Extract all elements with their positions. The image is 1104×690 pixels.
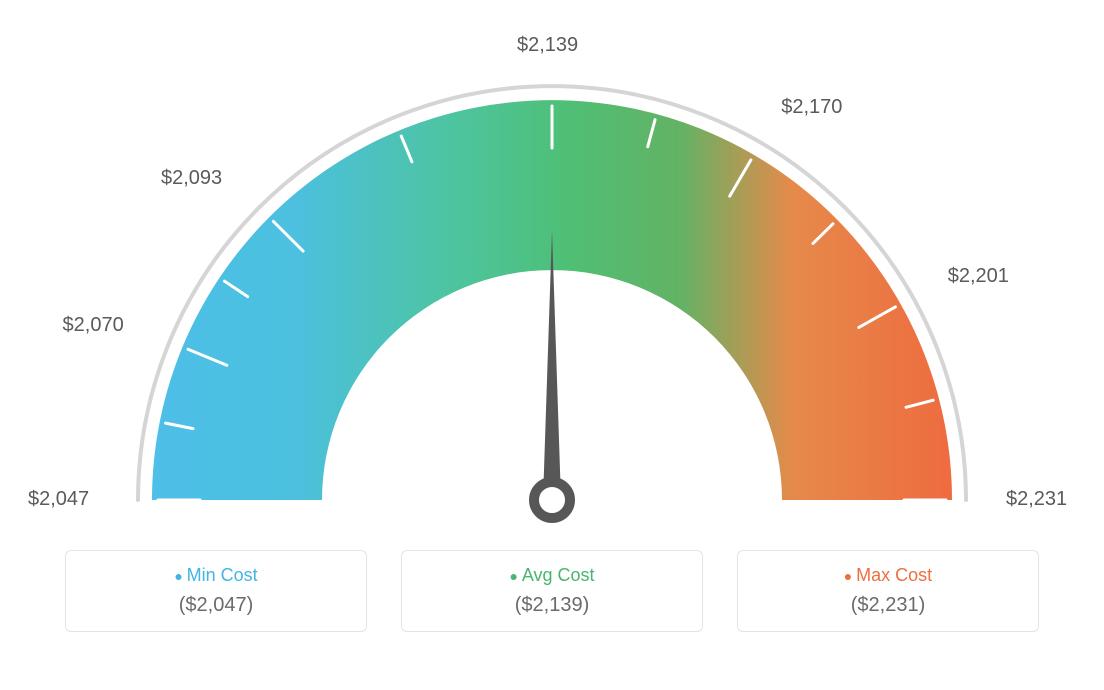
gauge-tick-label: $2,070 bbox=[63, 314, 124, 337]
legend-card-max: Max Cost ($2,231) bbox=[737, 550, 1039, 632]
gauge-chart: $2,047 $2,070 $2,093 $2,139 $2,170 $2,201 $2,2… bbox=[0, 0, 1104, 540]
gauge-hub bbox=[534, 482, 570, 518]
gauge-tick-label: $2,139 bbox=[517, 34, 578, 57]
gauge-tick-label: $2,201 bbox=[948, 265, 1009, 288]
legend-card-avg: Avg Cost ($2,139) bbox=[401, 550, 703, 632]
gauge-svg bbox=[0, 0, 1104, 540]
legend-min-value: ($2,047) bbox=[66, 594, 366, 617]
legend-avg-title: Avg Cost bbox=[402, 565, 702, 586]
gauge-tick-label: $2,231 bbox=[1006, 488, 1067, 511]
legend-max-value: ($2,231) bbox=[738, 594, 1038, 617]
gauge-tick-label: $2,047 bbox=[28, 488, 89, 511]
gauge-tick-label: $2,170 bbox=[781, 96, 842, 119]
legend-avg-value: ($2,139) bbox=[402, 594, 702, 617]
legend-min-title: Min Cost bbox=[66, 565, 366, 586]
gauge-tick-label: $2,093 bbox=[161, 167, 222, 190]
chart-container: $2,047 $2,070 $2,093 $2,139 $2,170 $2,201 $2,2… bbox=[0, 0, 1104, 690]
legend-row: Min Cost ($2,047) Avg Cost ($2,139) Max … bbox=[0, 540, 1104, 632]
legend-card-min: Min Cost ($2,047) bbox=[65, 550, 367, 632]
legend-max-title: Max Cost bbox=[738, 565, 1038, 586]
gauge-needle bbox=[543, 230, 561, 500]
